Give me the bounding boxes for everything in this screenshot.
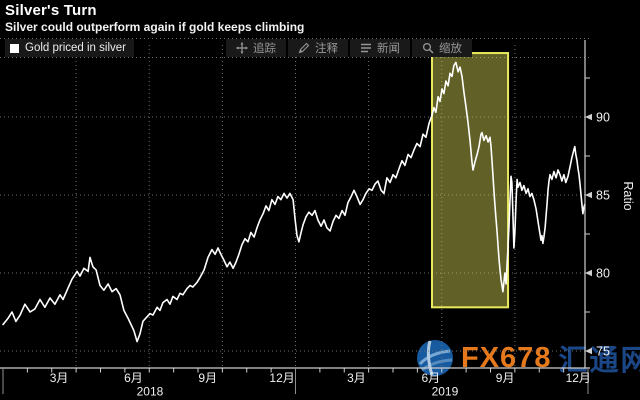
y-tick-label: 80 bbox=[596, 267, 610, 281]
x-tick-label: 12月 bbox=[269, 371, 294, 385]
legend-gold-priced-in-silver[interactable]: Gold priced in silver bbox=[5, 39, 134, 57]
news-button[interactable]: 新闻 bbox=[350, 39, 410, 57]
y-tick-label: 90 bbox=[596, 111, 610, 125]
year-label: 2019 bbox=[432, 385, 459, 399]
chart-subtitle: Silver could outperform again if gold ke… bbox=[5, 20, 305, 34]
y-tick-label: 85 bbox=[596, 189, 610, 203]
zoom-button[interactable]: 缩放 bbox=[412, 39, 472, 57]
page-title: Silver's Turn bbox=[5, 2, 97, 19]
watermark-site-text: 汇通网 bbox=[558, 345, 640, 377]
highlight-region bbox=[431, 52, 510, 309]
y-major-tick bbox=[585, 269, 592, 277]
x-tick-label: 3月 bbox=[347, 371, 366, 385]
x-tick-label: 6月 bbox=[421, 371, 440, 385]
y-axis-title: Ratio bbox=[621, 181, 635, 210]
legend-swatch bbox=[10, 43, 19, 53]
track-button-label: 追踪 bbox=[253, 43, 276, 55]
y-tick-label: 75 bbox=[596, 345, 610, 359]
zoom-button-label: 缩放 bbox=[439, 43, 462, 55]
zoom-icon bbox=[422, 42, 434, 54]
news-icon bbox=[361, 43, 371, 53]
annotate-icon bbox=[298, 42, 310, 54]
y-major-tick bbox=[585, 347, 592, 355]
ratio-series-line bbox=[2, 61, 586, 343]
y-major-tick bbox=[585, 191, 592, 199]
x-tick-label: 9月 bbox=[198, 371, 217, 385]
annotate-button-label: 注释 bbox=[315, 43, 338, 55]
x-tick-label: 12月 bbox=[566, 371, 591, 385]
annotate-button[interactable]: 注释 bbox=[288, 39, 348, 57]
news-button-label: 新闻 bbox=[377, 43, 400, 55]
legend-label: Gold priced in silver bbox=[25, 42, 126, 54]
track-button[interactable]: 追踪 bbox=[226, 39, 286, 57]
year-label: 2018 bbox=[137, 385, 164, 399]
track-icon bbox=[236, 42, 248, 54]
chart-toolbar: 追踪 注释 新闻 缩放 bbox=[226, 39, 472, 57]
y-major-tick bbox=[585, 113, 592, 121]
x-tick-label: 3月 bbox=[50, 371, 69, 385]
x-tick-label: 9月 bbox=[496, 371, 515, 385]
x-tick-label: 6月 bbox=[124, 371, 143, 385]
